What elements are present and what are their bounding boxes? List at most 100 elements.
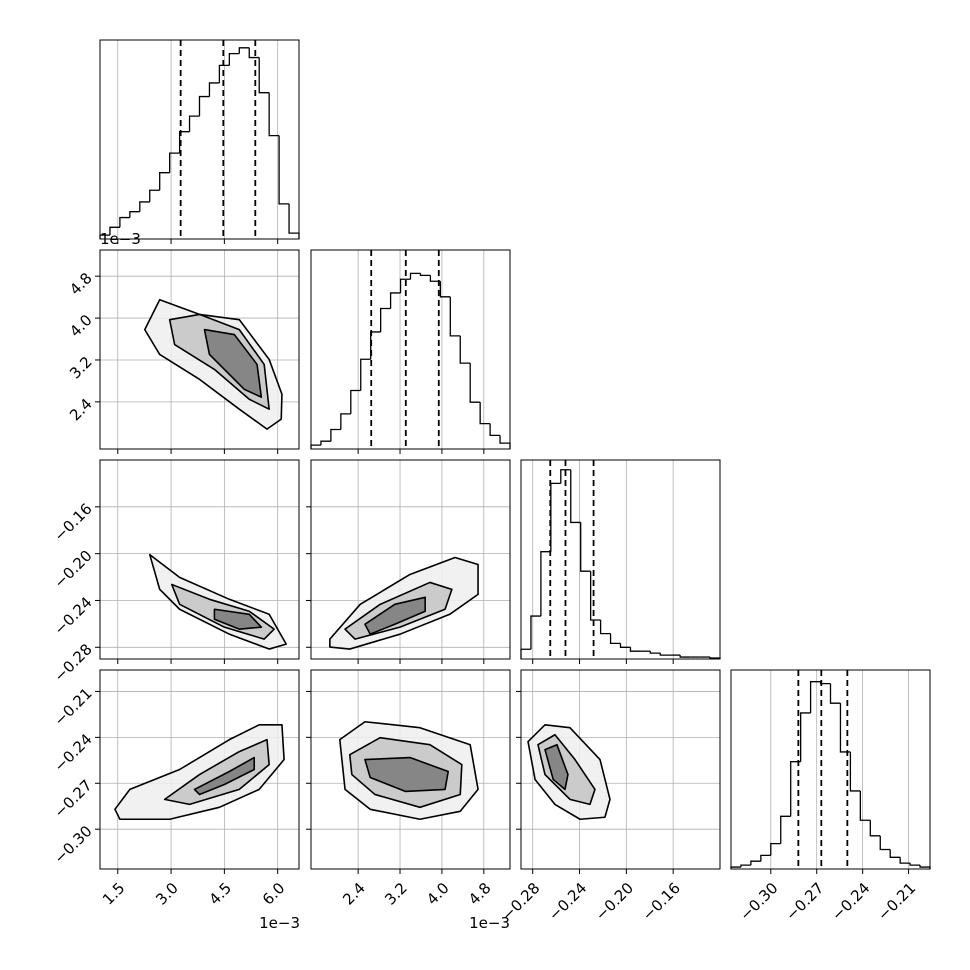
histogram-step [629, 647, 641, 652]
histogram-step [879, 835, 891, 851]
histogram-step [619, 643, 631, 648]
histogram-step [218, 64, 230, 83]
histogram-step [580, 522, 591, 572]
histogram-step [740, 864, 751, 868]
histogram-step [389, 292, 401, 309]
histogram-step [839, 703, 851, 753]
histogram-step [560, 469, 571, 484]
histogram-step [459, 335, 471, 364]
histogram-step [288, 203, 300, 239]
histogram-step [248, 47, 260, 59]
histogram-step [790, 761, 801, 817]
histogram-step [760, 854, 771, 862]
histogram-step [238, 47, 250, 54]
x-tick-label: 4.8 [465, 879, 495, 909]
histogram-step [208, 82, 220, 97]
histogram-step [679, 655, 691, 658]
panel-frame [99, 459, 300, 660]
histogram-step [659, 653, 671, 656]
contour [114, 724, 285, 821]
histogram-step [310, 444, 321, 449]
histogram-step [899, 857, 911, 864]
histogram-step [149, 189, 160, 202]
x-tick-label: −0.16 [639, 879, 684, 924]
x-tick-label: 1.5 [99, 879, 129, 909]
histogram-step [370, 331, 381, 360]
histogram-step [119, 216, 130, 228]
panel-frame [520, 459, 721, 660]
histogram-step [228, 53, 240, 66]
histogram-step [499, 435, 511, 449]
histogram-step [889, 849, 901, 858]
histogram-step [550, 482, 561, 552]
histogram-step [178, 131, 190, 154]
panel-frame [310, 669, 511, 870]
histogram-step [750, 860, 761, 866]
histogram-step [268, 92, 280, 137]
panel-frame [310, 459, 511, 660]
x-tick-label: 4.0 [423, 879, 453, 909]
histogram-step [169, 152, 180, 173]
histogram-step [780, 815, 791, 844]
histogram-step [599, 619, 611, 635]
histogram-step [530, 615, 541, 650]
histogram-step [609, 633, 621, 645]
panel-frame [99, 39, 300, 240]
histogram-step [139, 201, 150, 212]
histogram-step [770, 842, 781, 856]
y-tick-label: −0.24 [50, 593, 95, 638]
x-tick-label: 6.0 [259, 879, 289, 909]
x-tick-label: −0.27 [782, 879, 827, 924]
y-tick-label: 4.8 [66, 269, 96, 299]
contour [213, 608, 263, 630]
histogram-step [919, 865, 931, 869]
panel-frame [730, 669, 931, 870]
histogram-step [340, 413, 351, 430]
histogram-step [409, 272, 421, 280]
x-tick-label: 4.5 [206, 879, 236, 909]
y-tick-label: −0.28 [50, 640, 95, 685]
histogram-step [419, 273, 431, 277]
x-tick-label: −0.21 [874, 879, 919, 924]
histogram-step [439, 281, 451, 298]
histogram-step [360, 358, 371, 391]
contour [203, 328, 263, 398]
histogram-step [109, 226, 120, 236]
panel-frame [99, 669, 300, 870]
contour [364, 596, 426, 635]
y-tick-label: −0.16 [50, 500, 95, 545]
histogram-step [479, 402, 491, 425]
offset-text: 1e−3 [469, 914, 510, 932]
histogram-step [320, 440, 331, 446]
y-tick-label: −0.21 [50, 684, 95, 729]
histogram-step [859, 790, 871, 821]
histogram-step [350, 389, 361, 414]
histogram-step [829, 683, 841, 704]
histogram-step [570, 469, 581, 524]
contour [364, 756, 450, 793]
y-tick-label: −0.20 [50, 547, 95, 592]
histogram-step [809, 681, 821, 713]
histogram-step [129, 211, 140, 218]
histogram-step [380, 307, 391, 332]
histogram-step [188, 115, 200, 132]
histogram-step [520, 648, 531, 659]
x-tick-label: 2.4 [339, 879, 369, 909]
y-tick-label: 2.4 [66, 395, 96, 425]
y-tick-label: −0.30 [50, 822, 95, 867]
histogram-step [849, 751, 861, 792]
contour [193, 756, 256, 796]
x-tick-label: −0.30 [736, 879, 781, 924]
histogram-step [800, 712, 811, 762]
histogram-step [489, 423, 501, 436]
histogram-step [198, 95, 210, 117]
histogram-step [649, 651, 661, 654]
y-tick-label: −0.27 [50, 776, 95, 821]
y-tick-label: −0.24 [50, 730, 95, 775]
histogram-step [159, 172, 170, 191]
y-tick-label: 4.0 [66, 311, 96, 341]
histogram-step [278, 135, 290, 205]
panel-frame [310, 249, 511, 450]
x-tick-label: −0.24 [828, 879, 873, 924]
histogram-step [909, 863, 921, 866]
